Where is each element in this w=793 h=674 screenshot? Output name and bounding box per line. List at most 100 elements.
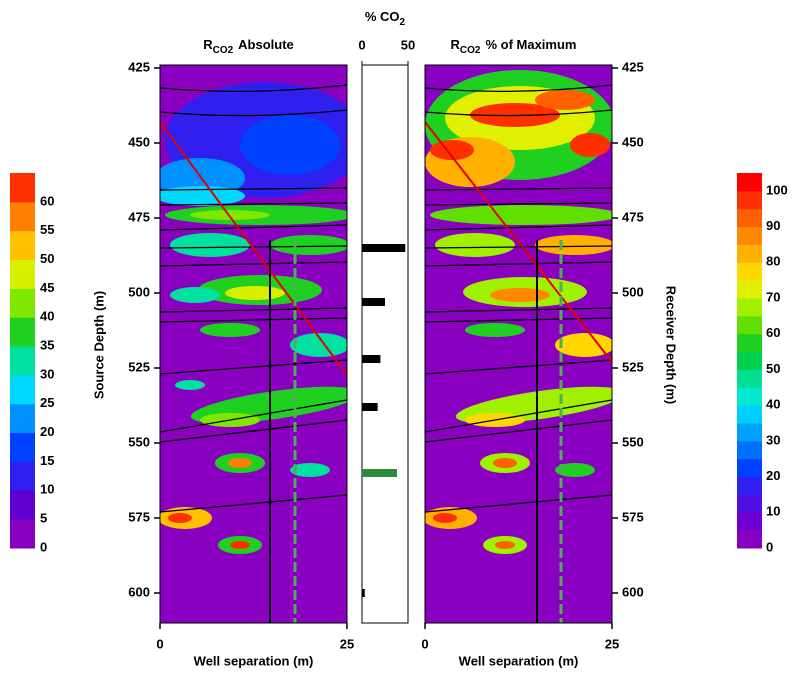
colorbar-tick-label: 45 [40,280,54,295]
y-tick-label: 450 [622,134,644,149]
color-band [10,259,35,289]
bar [362,469,397,477]
color-band [737,387,762,406]
color-band [10,317,35,347]
color-band [737,333,762,353]
color-band [10,519,35,549]
bar [362,403,378,411]
colorbar-tick-label: 0 [766,539,773,554]
y-tick-label: 575 [128,509,150,524]
color-band [737,351,762,370]
color-band [737,530,762,549]
color-band [737,494,762,513]
y-tick-label: 525 [128,359,150,374]
title-part: CO2 [460,45,481,56]
bar [362,244,406,252]
y-tick-label: 475 [128,209,150,224]
y-tick-label: 525 [622,359,644,374]
bar [362,355,381,363]
title-part: 2 [400,17,406,28]
colorbar-tick-label: 90 [766,218,780,233]
y-tick-label: 550 [622,434,644,449]
color-band [737,244,762,263]
colorbar-tick-label: 100 [766,182,788,197]
y-tick-label: 550 [128,434,150,449]
colorbar-tick-label: 30 [40,366,54,381]
colorbar-tick-label: 20 [766,468,780,483]
color-band [737,405,762,424]
color-band [737,315,762,335]
color-band [737,512,762,531]
colorbar-tick-label: 40 [766,397,780,412]
colorbar-tick-label: 30 [766,432,780,447]
color-band [737,298,762,317]
right-contour-field [425,65,612,623]
color-band [737,262,762,281]
colorbar-tick-label: 55 [40,222,54,237]
x-axis-label: Well separation (m) [459,653,579,668]
title-part: R [203,37,213,52]
bar [362,589,365,597]
colorbar-tick-label: 50 [766,361,780,376]
title-part: % of Maximum [485,37,576,52]
color-band [737,190,762,210]
color-band [737,440,762,460]
color-band [10,403,35,434]
y-tick-label: 600 [128,584,150,599]
y-axis-label: Receiver Depth (m) [664,286,679,404]
panel-title: RCO2 Absolute [203,37,294,55]
colorbar-tick-label: 60 [40,193,54,208]
colorbar-tick-label: 60 [766,325,780,340]
color-band [10,374,35,405]
y-tick-label: 500 [622,284,644,299]
title-part: % CO [365,9,400,24]
color-band [737,173,762,192]
y-axis-label: Source Depth (m) [91,291,106,399]
colorbar-tick-label: 25 [40,395,54,410]
y-tick-label: 600 [622,584,644,599]
y-tick-label: 575 [622,509,644,524]
color-band [10,346,35,376]
y-tick-label: 425 [128,59,150,74]
colorbar-tick-label: 15 [40,453,54,468]
color-band [737,369,762,388]
title-part: Absolute [238,37,294,52]
colorbar-tick-label: 80 [766,254,780,269]
color-band [737,280,762,299]
color-band [737,423,762,442]
panel-title: RCO2 % of Maximum [451,37,577,55]
title-part: R [451,37,461,52]
panel-frame [424,64,613,624]
title-part: CO2 [213,45,234,56]
x-axis-label: Well separation (m) [194,653,314,668]
color-band [737,226,762,245]
x-tick-label: 25 [605,636,619,651]
x-tick-label: 0 [358,37,365,52]
x-tick-label: 0 [421,636,428,651]
y-tick-label: 500 [128,284,150,299]
y-tick-label: 425 [622,59,644,74]
colorbar-tick-label: 70 [766,289,780,304]
colorbar-tick-label: 10 [766,504,780,519]
left-contour-field [160,65,347,623]
bar [362,298,385,306]
color-band [10,288,35,318]
colorbar-tick-label: 20 [40,424,54,439]
y-tick-label: 450 [128,134,150,149]
panel-frame [159,64,348,624]
colorbar-tick-label: 50 [40,251,54,266]
color-band [10,432,35,462]
colorbar-tick-label: 40 [40,309,54,324]
x-tick-label: 50 [401,37,415,52]
color-band [10,461,35,491]
color-band [10,490,35,520]
colorbar-tick-label: 10 [40,482,54,497]
color-band [10,201,35,232]
x-tick-label: 0 [156,636,163,651]
colorbar-tick-label: 5 [40,511,47,526]
y-tick-label: 475 [622,209,644,224]
color-band [10,173,35,203]
color-band [10,230,35,261]
color-band [737,458,762,478]
